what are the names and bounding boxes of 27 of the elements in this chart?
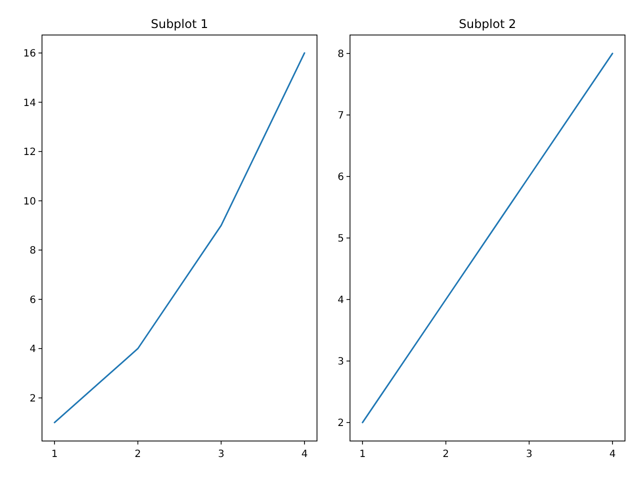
x-tick-label: 2 <box>442 449 450 460</box>
y-tick-label: 10 <box>23 196 36 208</box>
y-tick-label: 8 <box>338 48 344 60</box>
x-tick-label: 1 <box>51 449 58 460</box>
line-series <box>54 52 306 424</box>
x-tick-label: 2 <box>134 449 142 460</box>
chart-title: Subplot 1 <box>150 17 208 31</box>
y-tick-label: 4 <box>30 344 36 356</box>
y-tick-label: 16 <box>23 48 36 60</box>
y-tick-label: 5 <box>338 234 344 244</box>
y-tick-label: 3 <box>338 356 344 368</box>
y-tick-label: 12 <box>23 147 36 158</box>
y-tick-label: 8 <box>30 246 36 257</box>
y-tick-label: 2 <box>338 418 344 430</box>
y-tick-label: 6 <box>338 172 344 183</box>
y-tick-label: 7 <box>338 110 344 122</box>
y-tick-label: 14 <box>23 98 36 109</box>
x-tick-label: 3 <box>218 449 224 460</box>
y-tick-label: 6 <box>30 294 36 306</box>
chart-title: Subplot 2 <box>458 17 516 31</box>
y-tick-label: 2 <box>30 393 36 404</box>
line-series <box>362 52 614 424</box>
x-tick-label: 1 <box>359 449 366 460</box>
x-tick-label: 4 <box>301 449 308 460</box>
x-tick-label: 4 <box>609 449 616 460</box>
x-tick-label: 3 <box>526 449 532 460</box>
y-tick-label: 4 <box>338 295 344 306</box>
